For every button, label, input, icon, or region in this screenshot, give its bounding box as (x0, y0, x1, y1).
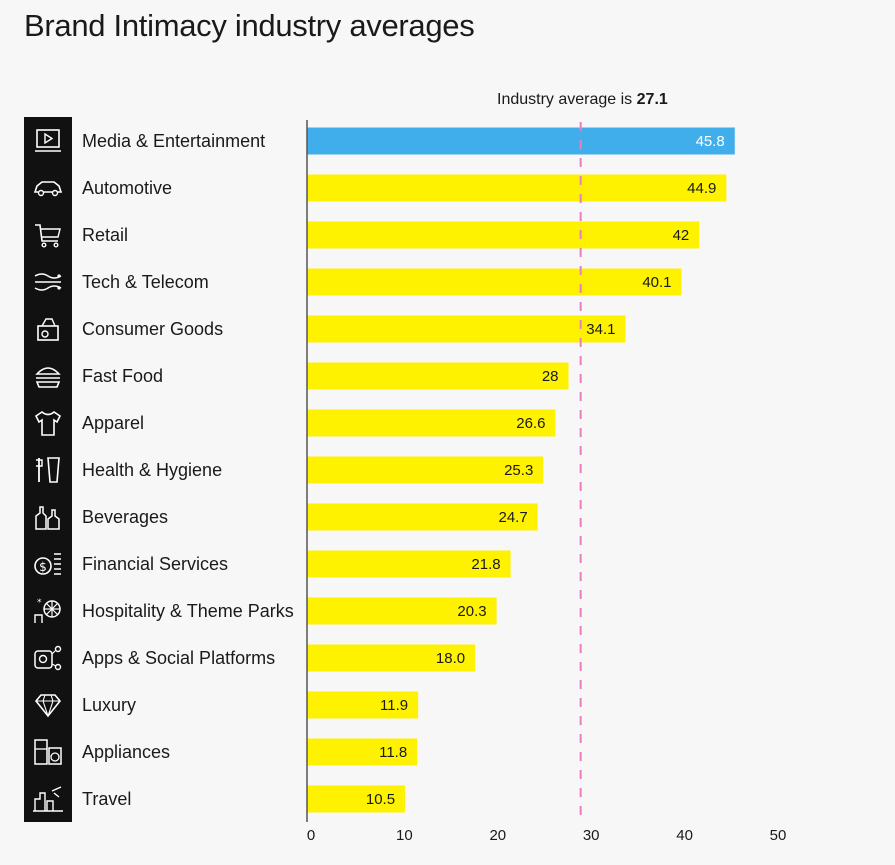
media-player-icon (30, 123, 66, 159)
x-tick-label: 30 (583, 827, 600, 844)
bar-value-label: 44.9 (687, 180, 716, 197)
bar-value-label: 20.3 (457, 603, 486, 620)
chart-title: Brand Intimacy industry averages (24, 8, 475, 43)
bar-value-label: 40.1 (642, 274, 671, 291)
appliances-icon (30, 734, 66, 770)
bar-value-label: 21.8 (471, 556, 500, 573)
x-tick-label: 40 (676, 827, 693, 844)
bar (307, 785, 406, 813)
consumer-goods-icon (30, 311, 66, 347)
bar-value-label: 45.8 (696, 133, 725, 150)
bar (307, 738, 418, 766)
category-label: Tech & Telecom (82, 272, 209, 292)
bar (307, 362, 569, 390)
diamond-icon (30, 687, 66, 723)
bar-value-label: 42 (673, 227, 690, 244)
bottles-icon (30, 499, 66, 535)
bar-value-label: 34.1 (586, 321, 615, 338)
ferris-wheel-icon: * (30, 593, 66, 629)
category-label: Retail (82, 225, 129, 245)
category-label: Luxury (82, 695, 137, 715)
bar (307, 503, 538, 531)
industry-average-prefix: Industry average is (497, 91, 633, 108)
category-label: Apparel (82, 413, 145, 433)
shopping-cart-icon (30, 217, 66, 253)
svg-text:*: * (37, 598, 42, 608)
bar-value-label: 25.3 (504, 462, 533, 479)
x-tick-label: 0 (307, 827, 315, 844)
bar-value-label: 11.9 (380, 697, 408, 714)
bar (307, 127, 735, 155)
x-tick-label: 50 (770, 827, 787, 844)
industry-average-label: Industry average is 27.1 (497, 91, 668, 109)
burger-icon (30, 358, 66, 394)
category-label: Consumer Goods (82, 319, 224, 339)
money-stack-icon: $ (30, 546, 66, 582)
bar (307, 315, 626, 343)
network-signal-icon (30, 264, 66, 300)
shirt-icon (30, 405, 66, 441)
bar-value-label: 28 (542, 368, 559, 385)
car-icon (30, 170, 66, 206)
bar-value-label: 26.6 (516, 415, 545, 432)
bar (307, 550, 511, 578)
category-label: Beverages (82, 507, 169, 527)
category-label: Health & Hygiene (82, 460, 223, 480)
category-label: Appliances (82, 742, 171, 762)
bar (307, 409, 556, 437)
bar (307, 597, 497, 625)
category-label: Automotive (82, 178, 173, 198)
svg-text:$: $ (39, 560, 47, 574)
travel-city-icon (30, 781, 66, 817)
bar (307, 268, 682, 296)
category-icon-strip: $ * (24, 117, 72, 822)
category-label: Fast Food (82, 366, 164, 386)
category-label: Hospitality & Theme Parks (82, 601, 294, 621)
category-label: Financial Services (82, 554, 229, 574)
toiletries-icon (30, 452, 66, 488)
x-tick-label: 10 (396, 827, 413, 844)
category-label: Travel (82, 789, 132, 809)
bar (307, 221, 700, 249)
bar-value-label: 11.8 (379, 744, 407, 761)
bar (307, 691, 419, 719)
apps-share-icon (30, 640, 66, 676)
bar (307, 456, 544, 484)
category-label: Apps & Social Platforms (82, 648, 276, 668)
bar-value-label: 24.7 (498, 509, 527, 526)
x-tick-label: 20 (489, 827, 506, 844)
bar-value-label: 18.0 (436, 650, 465, 667)
bar (307, 174, 727, 202)
bar-value-label: 10.5 (366, 791, 395, 808)
bar (307, 644, 476, 672)
industry-average-value: 27.1 (636, 91, 668, 108)
category-label: Media & Entertainment (82, 131, 266, 151)
